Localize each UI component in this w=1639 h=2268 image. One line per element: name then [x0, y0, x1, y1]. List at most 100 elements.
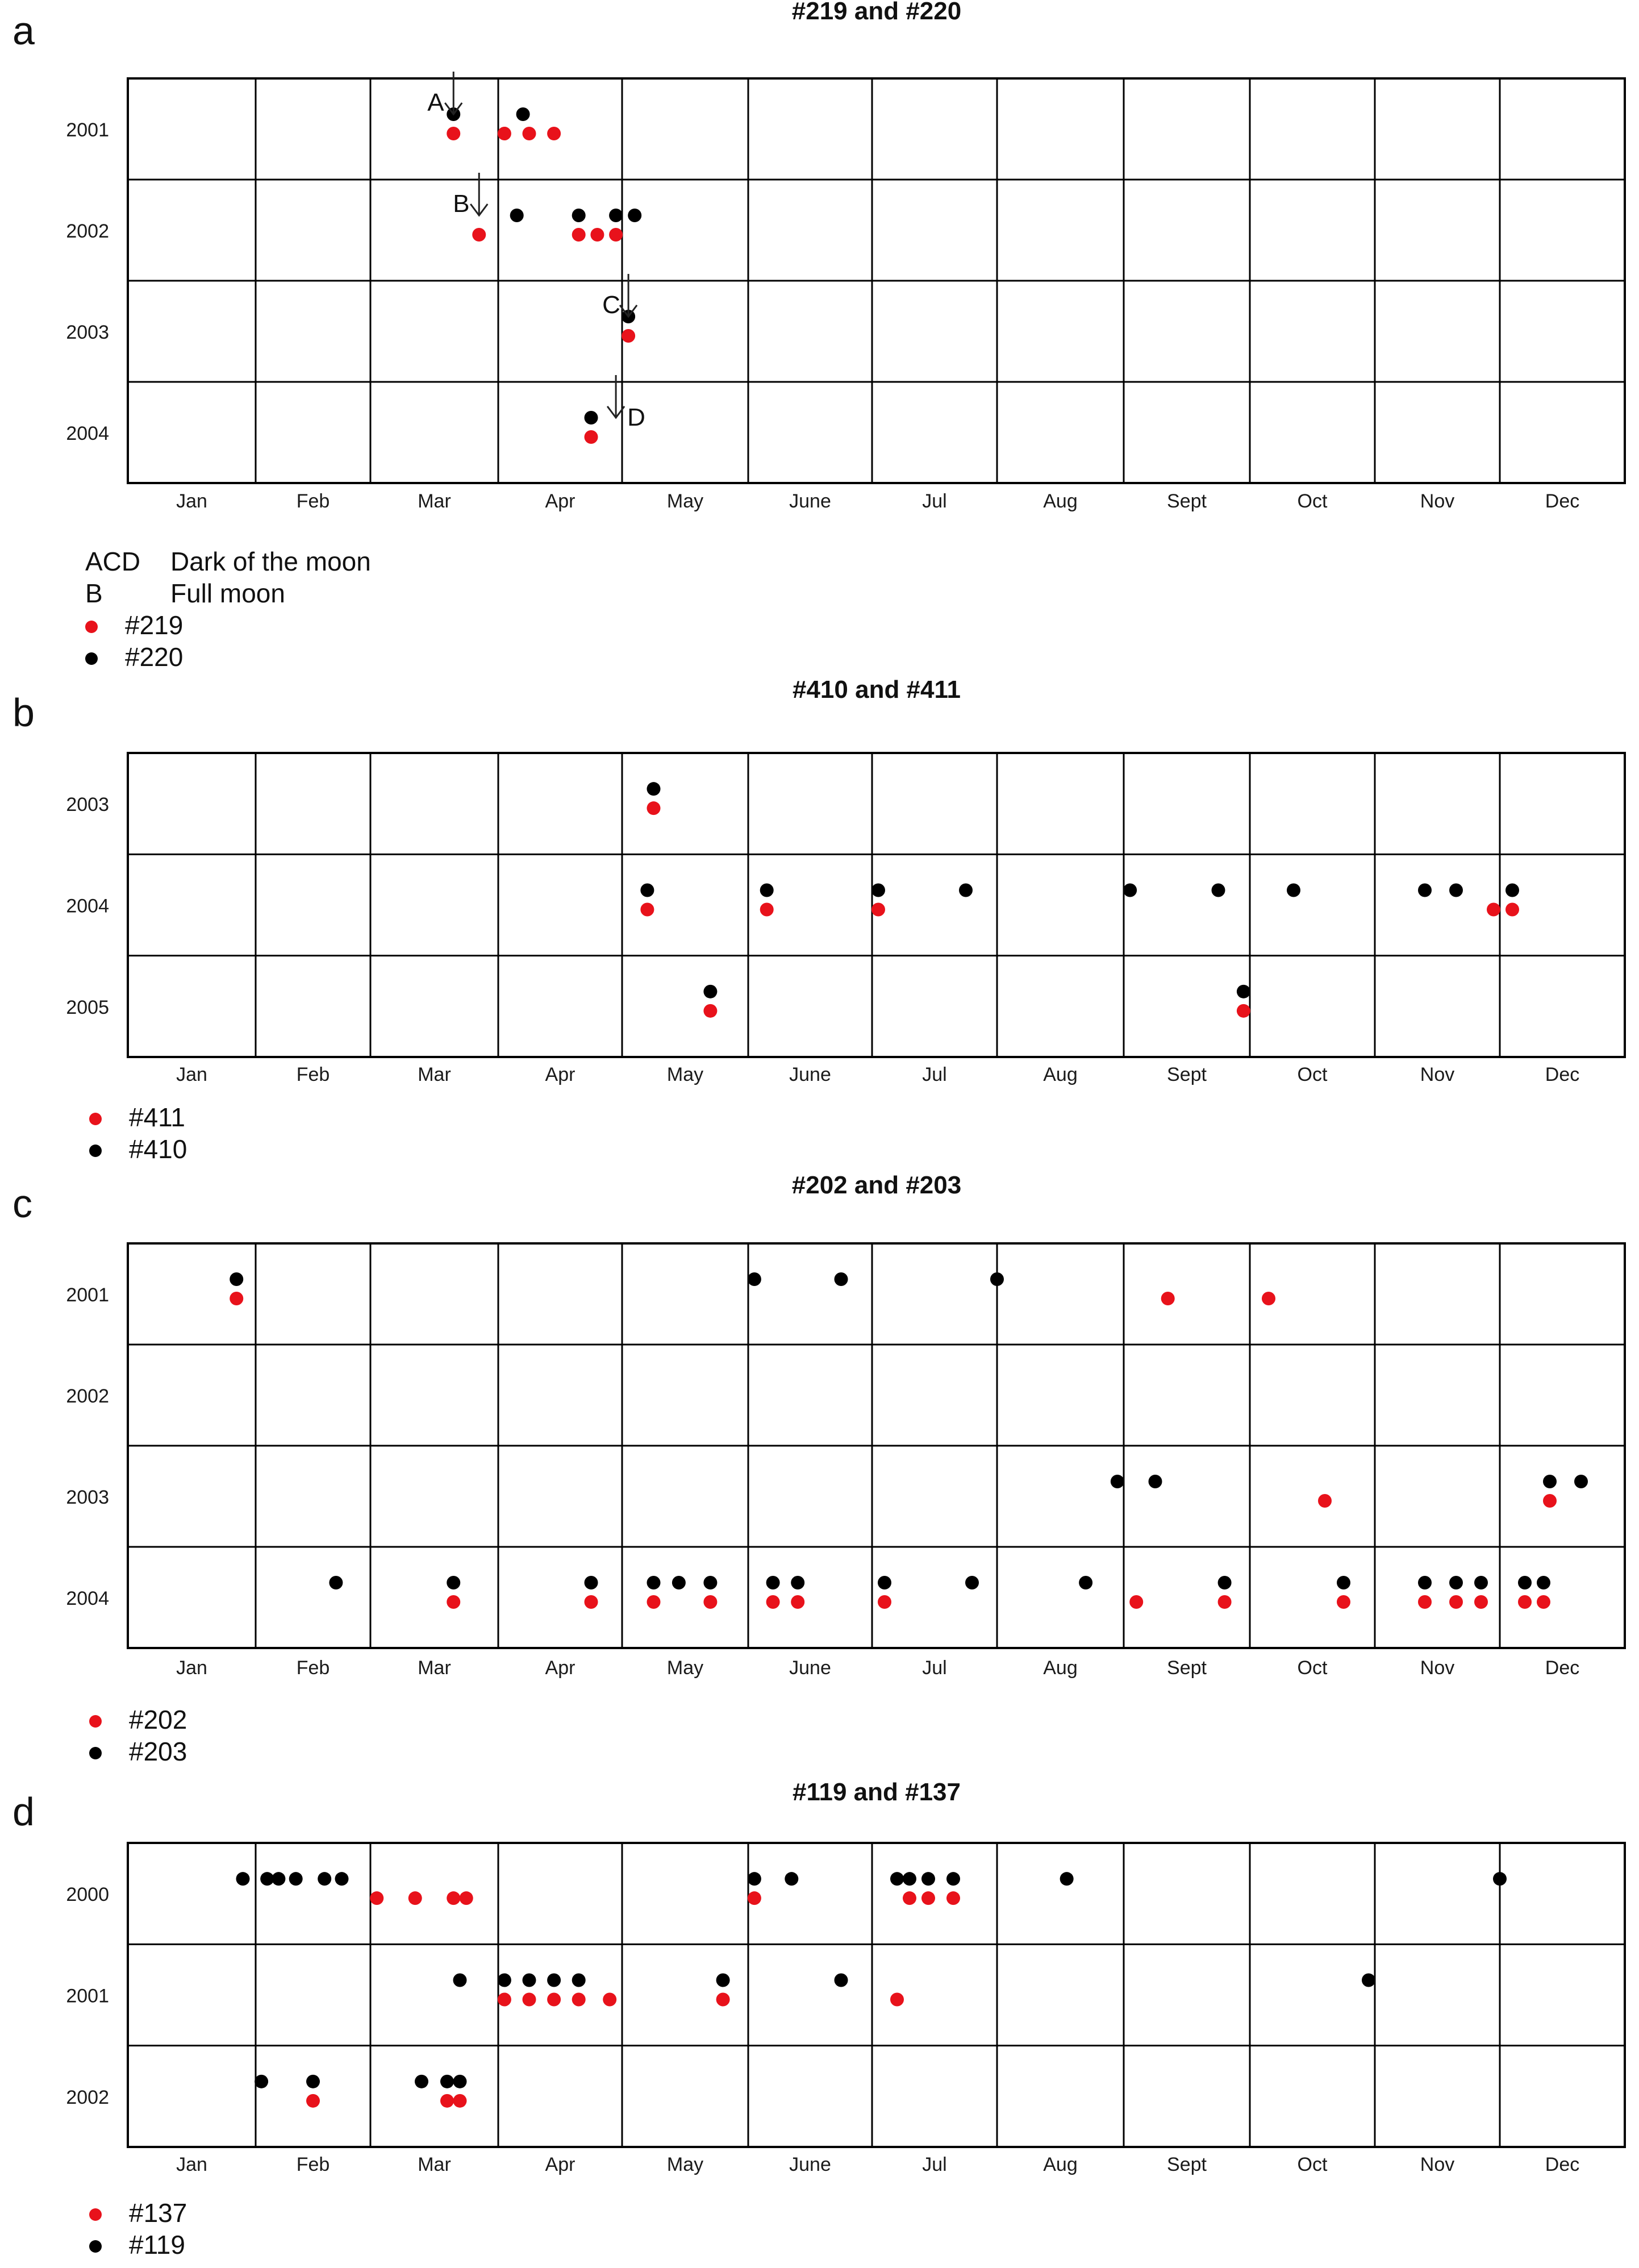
- red-data-point: [1543, 1494, 1557, 1508]
- red-data-point: [584, 1595, 598, 1609]
- x-tick-label: Feb: [297, 1657, 330, 1679]
- x-tick-label: Apr: [545, 490, 575, 512]
- legend-red-dot: [89, 1113, 102, 1125]
- legend-220-label: #220: [125, 642, 183, 672]
- y-tick-label: 2004: [66, 1588, 109, 1609]
- red-data-point: [622, 329, 636, 343]
- red-data-point: [1505, 902, 1519, 917]
- black-data-point: [834, 1272, 848, 1286]
- y-tick-label: 2001: [66, 1284, 109, 1306]
- y-tick-label: 2001: [66, 119, 109, 141]
- x-tick-label: Aug: [1043, 2154, 1078, 2175]
- legend-black-dot: [89, 1145, 102, 1157]
- y-tick-label: 2002: [66, 1385, 109, 1407]
- red-data-point: [1518, 1595, 1532, 1609]
- legend-black-dot: [89, 1747, 102, 1759]
- y-tick-label: 2002: [66, 220, 109, 242]
- red-data-point: [1318, 1494, 1332, 1508]
- x-tick-label: Mar: [418, 1064, 451, 1085]
- black-data-point: [1474, 1576, 1488, 1589]
- x-tick-label: Feb: [297, 490, 330, 512]
- y-tick-label: 2003: [66, 794, 109, 815]
- x-tick-label: Sept: [1167, 2154, 1207, 2175]
- black-data-point: [584, 411, 598, 425]
- red-data-point: [871, 902, 885, 917]
- red-data-point: [946, 1891, 960, 1905]
- arrow-head: [470, 203, 489, 217]
- black-data-point: [1217, 1576, 1232, 1589]
- red-data-point: [903, 1891, 916, 1905]
- black-data-point: [329, 1576, 343, 1589]
- red-data-point: [747, 1891, 761, 1905]
- legend-acd-desc: Dark of the moon: [170, 547, 371, 576]
- x-tick-label: Aug: [1043, 490, 1078, 512]
- red-data-point: [878, 1595, 891, 1609]
- legend-203-label: #203: [129, 1737, 187, 1766]
- black-data-point: [1505, 883, 1519, 897]
- chart-title: #202 and #203: [792, 1171, 961, 1199]
- red-data-point: [572, 228, 586, 242]
- black-data-point: [318, 1872, 332, 1886]
- red-data-point: [766, 1595, 780, 1609]
- x-tick-label: Sept: [1167, 1064, 1207, 1085]
- red-data-point: [453, 2094, 467, 2108]
- legend-black-dot: [85, 652, 98, 665]
- black-data-point: [628, 209, 642, 222]
- red-data-point: [640, 902, 654, 917]
- x-tick-label: June: [789, 490, 831, 512]
- annotation-label: A: [427, 89, 444, 116]
- red-data-point: [447, 127, 461, 140]
- black-data-point: [236, 1872, 250, 1886]
- x-tick-label: Nov: [1420, 2154, 1454, 2175]
- black-data-point: [510, 209, 524, 222]
- arrow-head: [606, 406, 625, 419]
- plot-frame: [127, 1842, 1626, 2148]
- x-tick-label: Dec: [1545, 2154, 1579, 2175]
- legend-219-label: #219: [125, 610, 183, 640]
- black-data-point: [760, 883, 774, 897]
- x-tick-label: Jan: [176, 1657, 207, 1679]
- black-data-point: [1362, 1973, 1375, 1987]
- black-data-point: [672, 1576, 686, 1589]
- black-data-point: [522, 1973, 536, 1987]
- red-data-point: [791, 1595, 805, 1609]
- red-data-point: [590, 228, 604, 242]
- black-data-point: [921, 1872, 935, 1886]
- red-data-point: [890, 1992, 904, 2007]
- black-data-point: [572, 1973, 586, 1987]
- y-tick-label: 2004: [66, 896, 109, 917]
- black-data-point: [1543, 1475, 1557, 1488]
- black-data-point: [415, 2074, 428, 2088]
- legend-b-label: B: [85, 579, 103, 608]
- arrow-head: [444, 102, 463, 116]
- chart-panel-b: b #410 and #411 2003 2004 2005 Jan Feb Mar Apr Ma…: [12, 676, 1626, 1085]
- x-tick-label: Mar: [418, 2154, 451, 2175]
- black-data-point: [647, 782, 661, 796]
- x-tick-label: Dec: [1545, 1064, 1579, 1085]
- black-data-point: [584, 1576, 598, 1589]
- panel-label: c: [12, 1181, 32, 1226]
- red-data-point: [497, 1992, 511, 2007]
- x-tick-label: Jan: [176, 1064, 207, 1085]
- black-data-point: [1060, 1872, 1074, 1886]
- black-data-point: [1287, 883, 1300, 897]
- annotation-label: B: [453, 190, 469, 218]
- red-data-point: [1487, 902, 1500, 917]
- red-data-point: [703, 1595, 718, 1609]
- red-data-point: [1449, 1595, 1463, 1609]
- black-data-point: [289, 1872, 303, 1886]
- red-data-point: [603, 1992, 617, 2007]
- black-data-point: [791, 1576, 805, 1589]
- x-tick-label: June: [789, 1657, 831, 1679]
- red-data-point: [440, 2094, 454, 2108]
- red-data-point: [459, 1891, 473, 1905]
- legend-410-label: #410: [129, 1134, 187, 1164]
- red-data-point: [522, 1992, 536, 2007]
- x-tick-label: Jul: [922, 2154, 946, 2175]
- red-data-point: [1537, 1595, 1550, 1609]
- red-data-point: [547, 127, 561, 140]
- red-data-point: [703, 1004, 718, 1018]
- chart-panel-d: d #119 and #137 2000 2001 2002 Jan Feb Mar Apr Ma…: [12, 1778, 1626, 2175]
- black-data-point: [572, 209, 586, 222]
- black-data-point: [878, 1576, 891, 1589]
